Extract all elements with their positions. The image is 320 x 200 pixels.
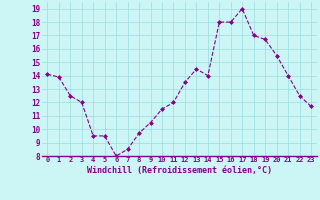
X-axis label: Windchill (Refroidissement éolien,°C): Windchill (Refroidissement éolien,°C) [87,166,272,175]
